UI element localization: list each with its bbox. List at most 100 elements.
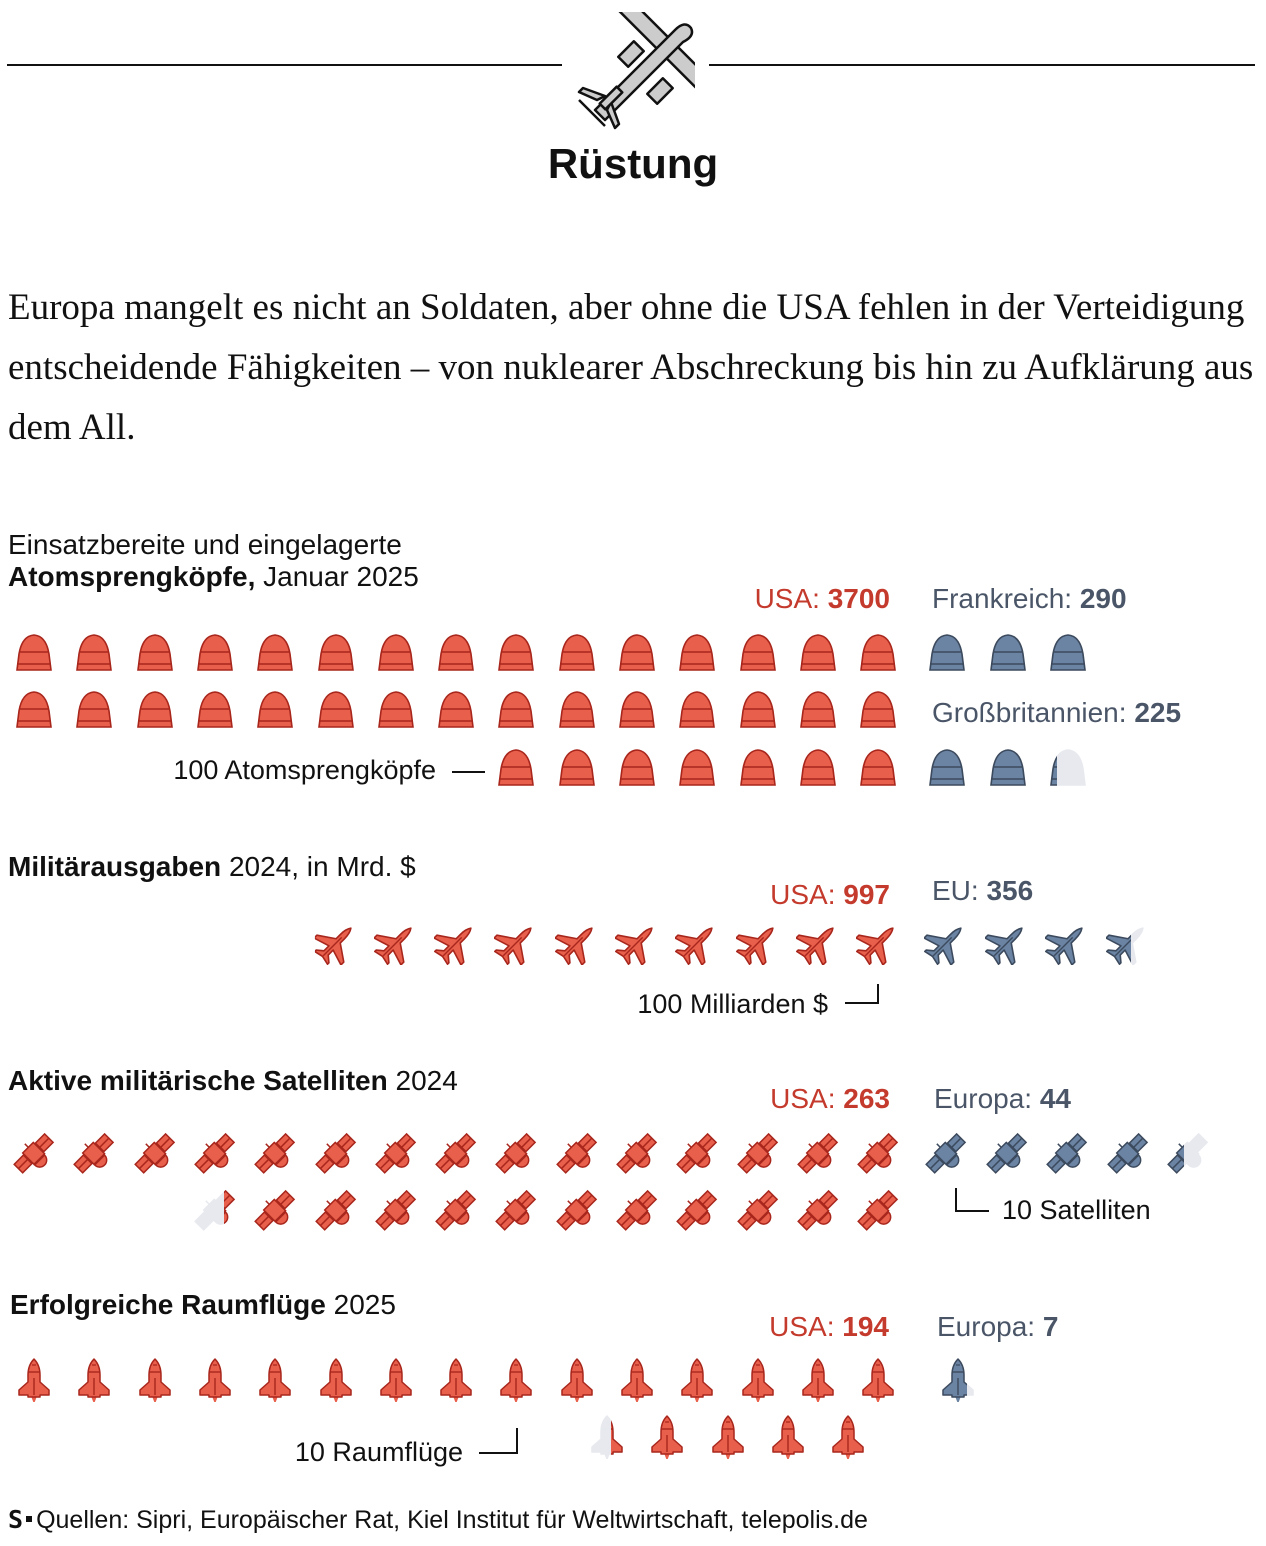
usa-warhead-mark [12,630,56,674]
warhead-icon [76,634,113,671]
chart-title-satellites: Aktive militärische Satelliten 2024 [8,1065,458,1097]
warhead-icon [679,691,716,728]
country-name: USA: [769,1311,835,1342]
warhead-icon [860,749,897,786]
satellite-icon [616,1132,658,1174]
country-value: 44 [1039,1083,1072,1114]
usa-warhead-mark [856,630,900,674]
warhead-icon [739,634,776,671]
satellite-icon [985,1132,1027,1174]
fighter-jet-icon [434,927,472,965]
unit-label: 10 Satelliten [1002,1195,1151,1225]
country-name: Frankreich: [932,583,1073,614]
header-rule-left [7,64,562,66]
satellite-icon [254,1132,296,1174]
satellite-icon [555,1132,597,1174]
chart-title-bold: Atomsprengköpfe, [8,561,256,592]
rocket-icon [832,1415,864,1459]
warhead-icon [438,634,474,671]
usa-warhead-mark [253,630,297,674]
rocket-icon [319,1358,352,1402]
usa-warhead-mark [374,687,418,731]
warhead-icon [619,749,655,786]
unit-label: 100 Milliarden $ [637,989,828,1019]
satellite-icon [676,1189,718,1231]
satellite-icon [495,1132,537,1174]
warhead-icon [989,634,1026,671]
usa-satellite-mark [12,1131,56,1175]
chart-title-launches: Erfolgreiche Raumflüge 2025 [10,1289,396,1321]
country-value: 263 [843,1083,890,1114]
logo-dot [26,1515,33,1522]
usa-warhead-mark [314,687,358,731]
usa-fighter-jet-mark [675,921,719,965]
usa-fighter-jet-mark [735,921,780,965]
satellite-icon [13,1132,55,1174]
satellite-icon [1046,1132,1088,1174]
warhead-icon [136,691,173,728]
usa-rocket-mark [133,1358,177,1402]
rocket-icon [942,1358,967,1402]
france-label: Frankreich: 290 [932,583,1127,615]
fighter-jet-icon [494,927,533,965]
usa-satellite-mark [615,1131,659,1175]
usa-warhead-mark [555,745,599,789]
warhead-icon [860,634,897,671]
usa-satellite-mark [374,1131,418,1175]
usa-satellite-mark [555,1188,599,1232]
usa-satellite-mark [796,1131,840,1175]
usa-rocket-mark [374,1358,418,1402]
usa-fighter-jet-mark [554,921,599,965]
country-value: 997 [843,879,890,910]
europe-warhead-mark [1046,745,1090,789]
rocket-icon [78,1358,111,1402]
country-name: USA: [754,583,820,614]
usa-satellite-mark [736,1131,780,1175]
country-value: 225 [1134,697,1182,728]
europe-fighter-jet-mark [1045,921,1089,965]
warhead-icon [377,691,414,728]
warhead-icon [739,691,776,728]
footer: S Quellen: Sipri, Europäischer Rat, Kiel … [8,1505,868,1535]
usa-warhead-mark [615,687,659,731]
usa-satellite-mark [253,1188,297,1232]
usa-warhead-mark [615,630,659,674]
rocket-icon [711,1415,744,1459]
country-name: Großbritannien: [932,697,1127,728]
drone-icon [575,0,710,132]
chart-title-rest: Januar 2025 [255,561,419,592]
usa-satellite-mark [615,1188,659,1232]
usa-satellite-mark [856,1131,900,1175]
header-rule-right [709,64,1255,66]
usa-satellite-mark [494,1188,538,1232]
country-name: EU: [932,875,979,906]
europe-satellite-mark [1045,1131,1089,1175]
usa-rocket-mark [434,1358,478,1402]
usa-warhead-mark [133,630,177,674]
fighter-jet-icon [795,927,834,965]
usa-warhead-mark [434,687,478,731]
usa-warhead-mark [736,687,780,731]
rocket-icon [681,1358,714,1402]
usa-rocket-mark [555,1358,599,1402]
warhead-icon [498,634,535,671]
usa-satellite-mark [675,1131,719,1175]
usa-rocket-mark [494,1358,538,1402]
usa-warhead-mark [796,630,840,674]
rocket-icon [259,1358,291,1402]
usa-warhead-mark [736,745,780,789]
rocket-icon [741,1358,774,1402]
fighter-jet-icon [615,927,653,965]
country-value: 7 [1042,1311,1059,1342]
europe-label-satellites: Europa: 44 [934,1083,1071,1115]
usa-warhead-mark [72,687,116,731]
usa-satellite-mark [555,1131,599,1175]
warhead-icon [558,691,595,728]
warhead-icon [1050,634,1086,671]
europe-satellite-mark [1166,1131,1210,1175]
usa-rocket-mark [72,1358,116,1402]
fighter-jet-icon [675,927,713,965]
warhead-icon [619,691,655,728]
rocket-icon [802,1358,834,1402]
fighter-jet-icon [735,927,774,965]
